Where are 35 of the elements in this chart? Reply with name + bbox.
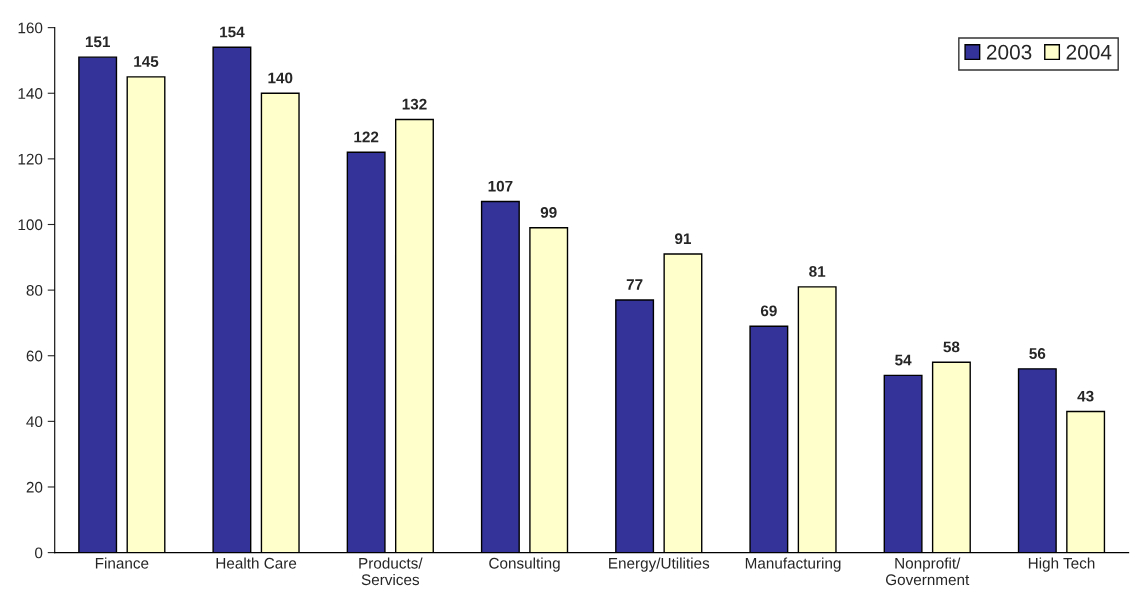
data-label: 58 [943,341,960,353]
y-tick-label: 140 [18,88,43,99]
data-label: 91 [674,233,692,245]
data-label: 54 [895,354,912,366]
data-label: 56 [1029,348,1046,359]
y-tick-label: 120 [18,153,43,165]
data-label: 145 [134,56,159,67]
x-tick-label: Nonprofit/ Government [885,557,970,586]
data-label: 154 [220,26,245,38]
legend-label: 2003 [986,44,1032,60]
data-label: 77 [626,279,643,290]
y-tick-label: 0 [35,547,43,559]
y-tick-label: 160 [18,22,43,34]
data-label: 69 [760,305,777,317]
x-tick-label: High Tech [1028,557,1095,572]
data-label: 99 [540,206,557,218]
x-tick-label: Health Care [216,557,297,569]
y-tick-label: 100 [18,219,43,231]
legend-label: 2004 [1066,44,1112,60]
x-tick-label: Energy/Utilities [609,557,710,572]
data-label: 122 [354,131,379,143]
data-label: 81 [809,266,826,277]
data-label: 132 [402,98,427,110]
y-tick-label: 40 [26,416,43,428]
x-tick-label: Manufacturing [745,557,841,572]
y-tick-label: 60 [26,350,43,362]
y-tick-label: 20 [26,481,43,493]
data-label: 107 [488,180,513,192]
data-label: 140 [268,72,293,84]
y-tick-label: 80 [26,284,43,296]
x-tick-label: Consulting [489,557,560,572]
x-tick-label: Products/ Services [359,557,423,586]
data-label: 151 [85,36,110,48]
data-label: 43 [1077,390,1094,402]
x-tick-label: Finance [95,557,149,569]
